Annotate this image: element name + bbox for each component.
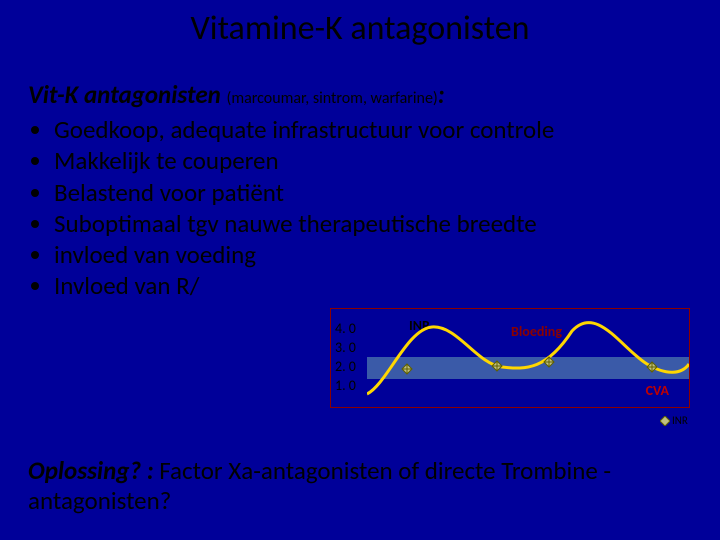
legend-label: INR [672, 414, 688, 427]
y-tick: 1. 0 [335, 376, 356, 395]
subhead-colon: : [438, 79, 445, 110]
chart-legend: INR [660, 414, 688, 427]
y-tick: 4. 0 [335, 319, 356, 338]
list-item: Belastend voor patiënt [54, 177, 692, 208]
y-tick: 3. 0 [335, 338, 356, 357]
solution-label: Oplossing? : [28, 455, 154, 486]
legend-marker-icon [660, 416, 670, 426]
subhead-main: Vit-K antagonisten [28, 79, 226, 110]
list-item: Goedkoop, adequate infrastructuur voor c… [54, 114, 692, 145]
subhead-paren: (marcoumar, sintrom, warfarine) [226, 89, 437, 108]
inr-chart: 4. 0 3. 0 2. 0 1. 0 INR Bloeding CVA [330, 308, 690, 408]
list-item: Makkelijk te couperen [54, 145, 692, 176]
chart-svg [367, 309, 689, 407]
solution-line: Oplossing? : Factor Xa-antagonisten of d… [28, 456, 688, 516]
list-item: Invloed van R/ [54, 270, 692, 301]
bullet-list: Goedkoop, adequate infrastructuur voor c… [28, 114, 692, 302]
y-tick: 2. 0 [335, 357, 356, 376]
slide: Vitamine-K antagonisten Vit-K antagonist… [0, 0, 720, 540]
list-item: Suboptimaal tgv nauwe therapeutische bre… [54, 208, 692, 239]
list-item: invloed van voeding [54, 239, 692, 270]
content-block: Vit-K antagonisten (marcoumar, sintrom, … [0, 49, 720, 302]
subheading: Vit-K antagonisten (marcoumar, sintrom, … [28, 79, 692, 110]
slide-title: Vitamine-K antagonisten [0, 0, 720, 49]
y-axis-labels: 4. 0 3. 0 2. 0 1. 0 [335, 319, 356, 395]
